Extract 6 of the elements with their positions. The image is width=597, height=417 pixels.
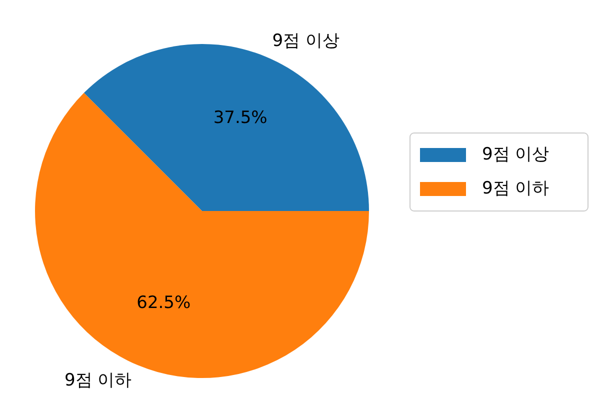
slice-label: 9점 이하 — [64, 370, 132, 390]
legend-label: 9점 이상 — [482, 144, 550, 165]
data-label: 62.5% — [136, 293, 191, 314]
slice-label: 9점 이상 — [272, 30, 340, 51]
legend-label: 9점 이하 — [482, 178, 550, 199]
data-label: 37.5% — [213, 108, 268, 128]
